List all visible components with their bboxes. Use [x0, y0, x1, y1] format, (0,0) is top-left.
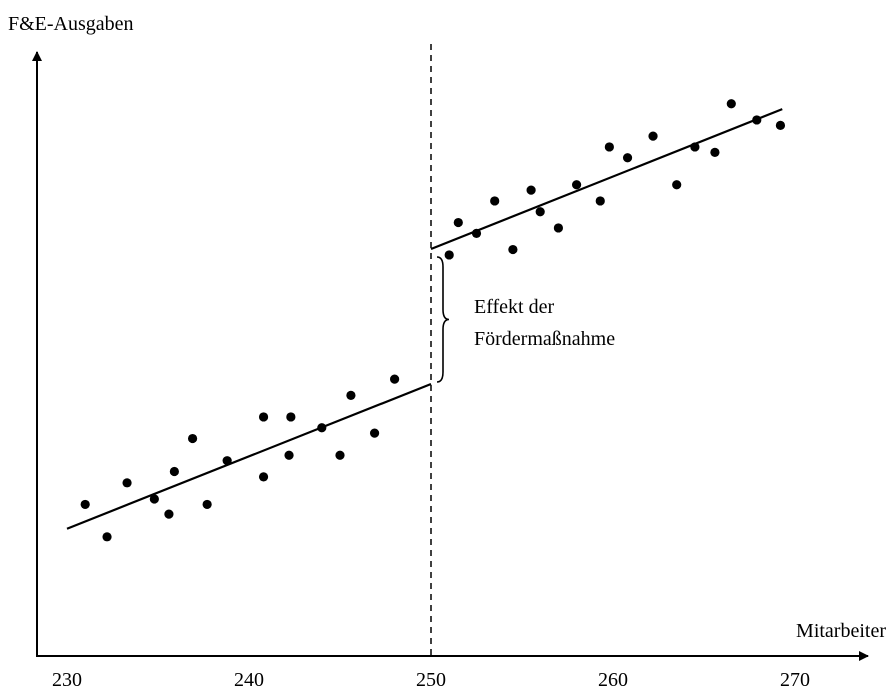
x-axis-title: Mitarbeiter [796, 620, 886, 642]
data-point [258, 472, 269, 482]
y-axis-title: F&E-Ausgaben [8, 13, 134, 35]
fit-line-2 [430, 108, 783, 251]
data-point [535, 207, 545, 217]
x-tick-labels: 230 240 250 260 270 [52, 669, 810, 691]
data-point [317, 423, 327, 433]
annotation-line-1: Effekt der [474, 296, 554, 318]
effect-brace [436, 256, 450, 383]
x-tick-label: 230 [52, 669, 82, 691]
data-point [164, 509, 174, 519]
data-point [258, 412, 269, 422]
data-point [102, 532, 112, 542]
annotation-line-2: Fördermaßnahme [474, 328, 615, 350]
data-point [690, 142, 700, 152]
x-tick-label: 240 [234, 669, 264, 691]
data-point [490, 196, 500, 206]
data-point [80, 499, 90, 510]
data-point [648, 131, 658, 141]
data-point [390, 374, 400, 384]
data-point [553, 223, 564, 233]
data-point [752, 115, 762, 125]
data-point [572, 180, 582, 190]
data-point [122, 478, 132, 488]
data-point [775, 120, 786, 130]
data-point [672, 180, 682, 190]
data-point [369, 428, 380, 438]
data-point [604, 142, 614, 152]
data-point [726, 99, 736, 109]
x-tick-label: 270 [780, 669, 810, 691]
data-point [169, 466, 179, 477]
data-point [346, 390, 356, 400]
data-point [284, 450, 294, 460]
data-point [222, 456, 232, 466]
data-point [202, 499, 212, 510]
fit-lines [66, 108, 783, 530]
data-point [622, 153, 633, 163]
data-point [595, 196, 605, 206]
data-points [80, 99, 786, 542]
fit-line-1 [66, 382, 432, 530]
data-point [149, 494, 159, 504]
data-point [526, 185, 536, 195]
data-point [710, 147, 720, 157]
x-tick-label: 260 [598, 669, 628, 691]
x-tick-label: 250 [416, 669, 446, 691]
data-point [471, 228, 482, 238]
data-point [453, 217, 463, 228]
data-point [187, 433, 198, 444]
data-point [335, 450, 345, 460]
data-point [286, 412, 296, 422]
data-point [508, 244, 518, 255]
data-point [444, 250, 454, 260]
